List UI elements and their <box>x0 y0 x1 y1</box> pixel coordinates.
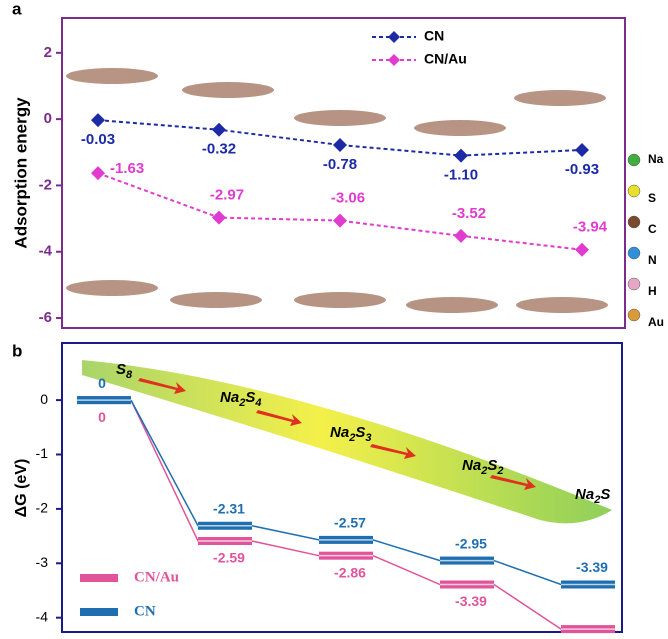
point-marker <box>575 143 589 157</box>
page: {"chart_data": [ {"type": "line", "panel… <box>0 0 668 639</box>
atom-label: Na <box>648 152 664 166</box>
data-label: -2.31 <box>213 500 245 516</box>
y-tick-label: -4 <box>39 243 53 260</box>
atom-label: N <box>648 253 657 267</box>
data-label: -2.57 <box>334 515 366 531</box>
data-label: -3.39 <box>576 559 608 575</box>
atom-swatch <box>628 309 640 321</box>
species-symbol: Na <box>330 424 349 441</box>
y-tick-label: -2 <box>36 500 49 516</box>
y-tick-label: -2 <box>39 176 52 193</box>
legend-label: CN <box>134 603 156 619</box>
point-marker <box>91 166 105 180</box>
species-symbol: Na <box>575 486 594 503</box>
species-symbol: S <box>487 457 497 474</box>
data-label: -3.94 <box>573 219 608 236</box>
atom-swatch <box>628 278 640 290</box>
data-label: 0 <box>98 409 106 425</box>
data-label: -0.03 <box>81 131 115 148</box>
species-label: Na2S <box>575 486 610 506</box>
atom-label: S <box>648 191 656 205</box>
species-subscript: 2 <box>593 494 600 506</box>
species-symbol: Na <box>462 457 481 474</box>
data-label: 0 <box>98 375 106 391</box>
point-marker <box>454 149 468 163</box>
atom-swatch <box>628 185 640 197</box>
atom-label: Au <box>648 315 664 329</box>
data-label: -0.32 <box>202 141 236 158</box>
point-marker <box>333 214 347 228</box>
data-label: -1.63 <box>110 160 144 177</box>
data-label: -2.97 <box>210 187 244 204</box>
y-tick-label: -1 <box>36 445 49 461</box>
point-marker <box>575 243 589 257</box>
y-tick-label: -4 <box>36 608 49 624</box>
y-tick-label: 0 <box>40 391 48 407</box>
y-axis-title: Adsorption energy <box>11 97 30 249</box>
atom-swatch <box>628 154 640 166</box>
species-symbol: S <box>355 424 365 441</box>
species-symbol: S <box>245 389 255 406</box>
point-marker <box>212 211 226 225</box>
legend-label: CN/Au <box>424 51 467 67</box>
y-tick-label: -3 <box>36 554 49 570</box>
y-tick-label: -6 <box>39 309 52 326</box>
legend-label: CN <box>424 28 444 44</box>
y-tick-label: 0 <box>44 110 52 127</box>
data-label: -3.06 <box>331 190 365 207</box>
atom-label: H <box>648 284 657 298</box>
data-label: -0.93 <box>565 161 599 178</box>
atom-label: C <box>648 222 657 236</box>
species-subscript: 8 <box>126 369 133 381</box>
panel-label: b <box>12 341 22 360</box>
data-label: -2.59 <box>213 550 245 566</box>
point-marker <box>454 229 468 243</box>
species-symbol: S <box>600 486 610 503</box>
legend-label: CN/Au <box>134 569 179 585</box>
panel-a-frame <box>62 18 625 328</box>
species-subscript: 3 <box>365 432 371 444</box>
legend-swatch <box>80 574 118 582</box>
data-label: -0.78 <box>323 156 357 173</box>
data-label: -3.52 <box>452 205 486 222</box>
species-subscript: 2 <box>238 397 245 409</box>
figure: a Adsorption energy -6 -4 -2 0 2 -0.03 -0.32 -0.7… <box>0 0 668 634</box>
point-marker <box>212 123 226 137</box>
panel-label: a <box>12 0 22 18</box>
legend-swatch <box>80 608 118 616</box>
species-subscript: 2 <box>348 432 355 444</box>
legend-marker <box>388 54 400 66</box>
species-subscript: 2 <box>496 465 503 477</box>
y-tick-label: 2 <box>44 44 52 61</box>
data-label: -2.86 <box>334 564 366 580</box>
atom-swatch <box>628 247 640 259</box>
data-label: -3.39 <box>455 593 487 609</box>
series-line <box>98 173 582 250</box>
data-label: -2.95 <box>455 535 487 551</box>
point-marker <box>333 138 347 152</box>
species-subscript: 4 <box>254 397 261 409</box>
species-subscript: 2 <box>480 465 487 477</box>
y-axis-title: ΔG (eV) <box>13 459 30 518</box>
atom-swatch <box>628 216 640 228</box>
data-label: -1.10 <box>444 167 478 184</box>
species-symbol: S <box>116 361 126 378</box>
point-marker <box>91 113 105 127</box>
species-symbol: Na <box>220 389 239 406</box>
species-label: S8 <box>116 361 133 381</box>
legend-marker <box>388 31 400 43</box>
